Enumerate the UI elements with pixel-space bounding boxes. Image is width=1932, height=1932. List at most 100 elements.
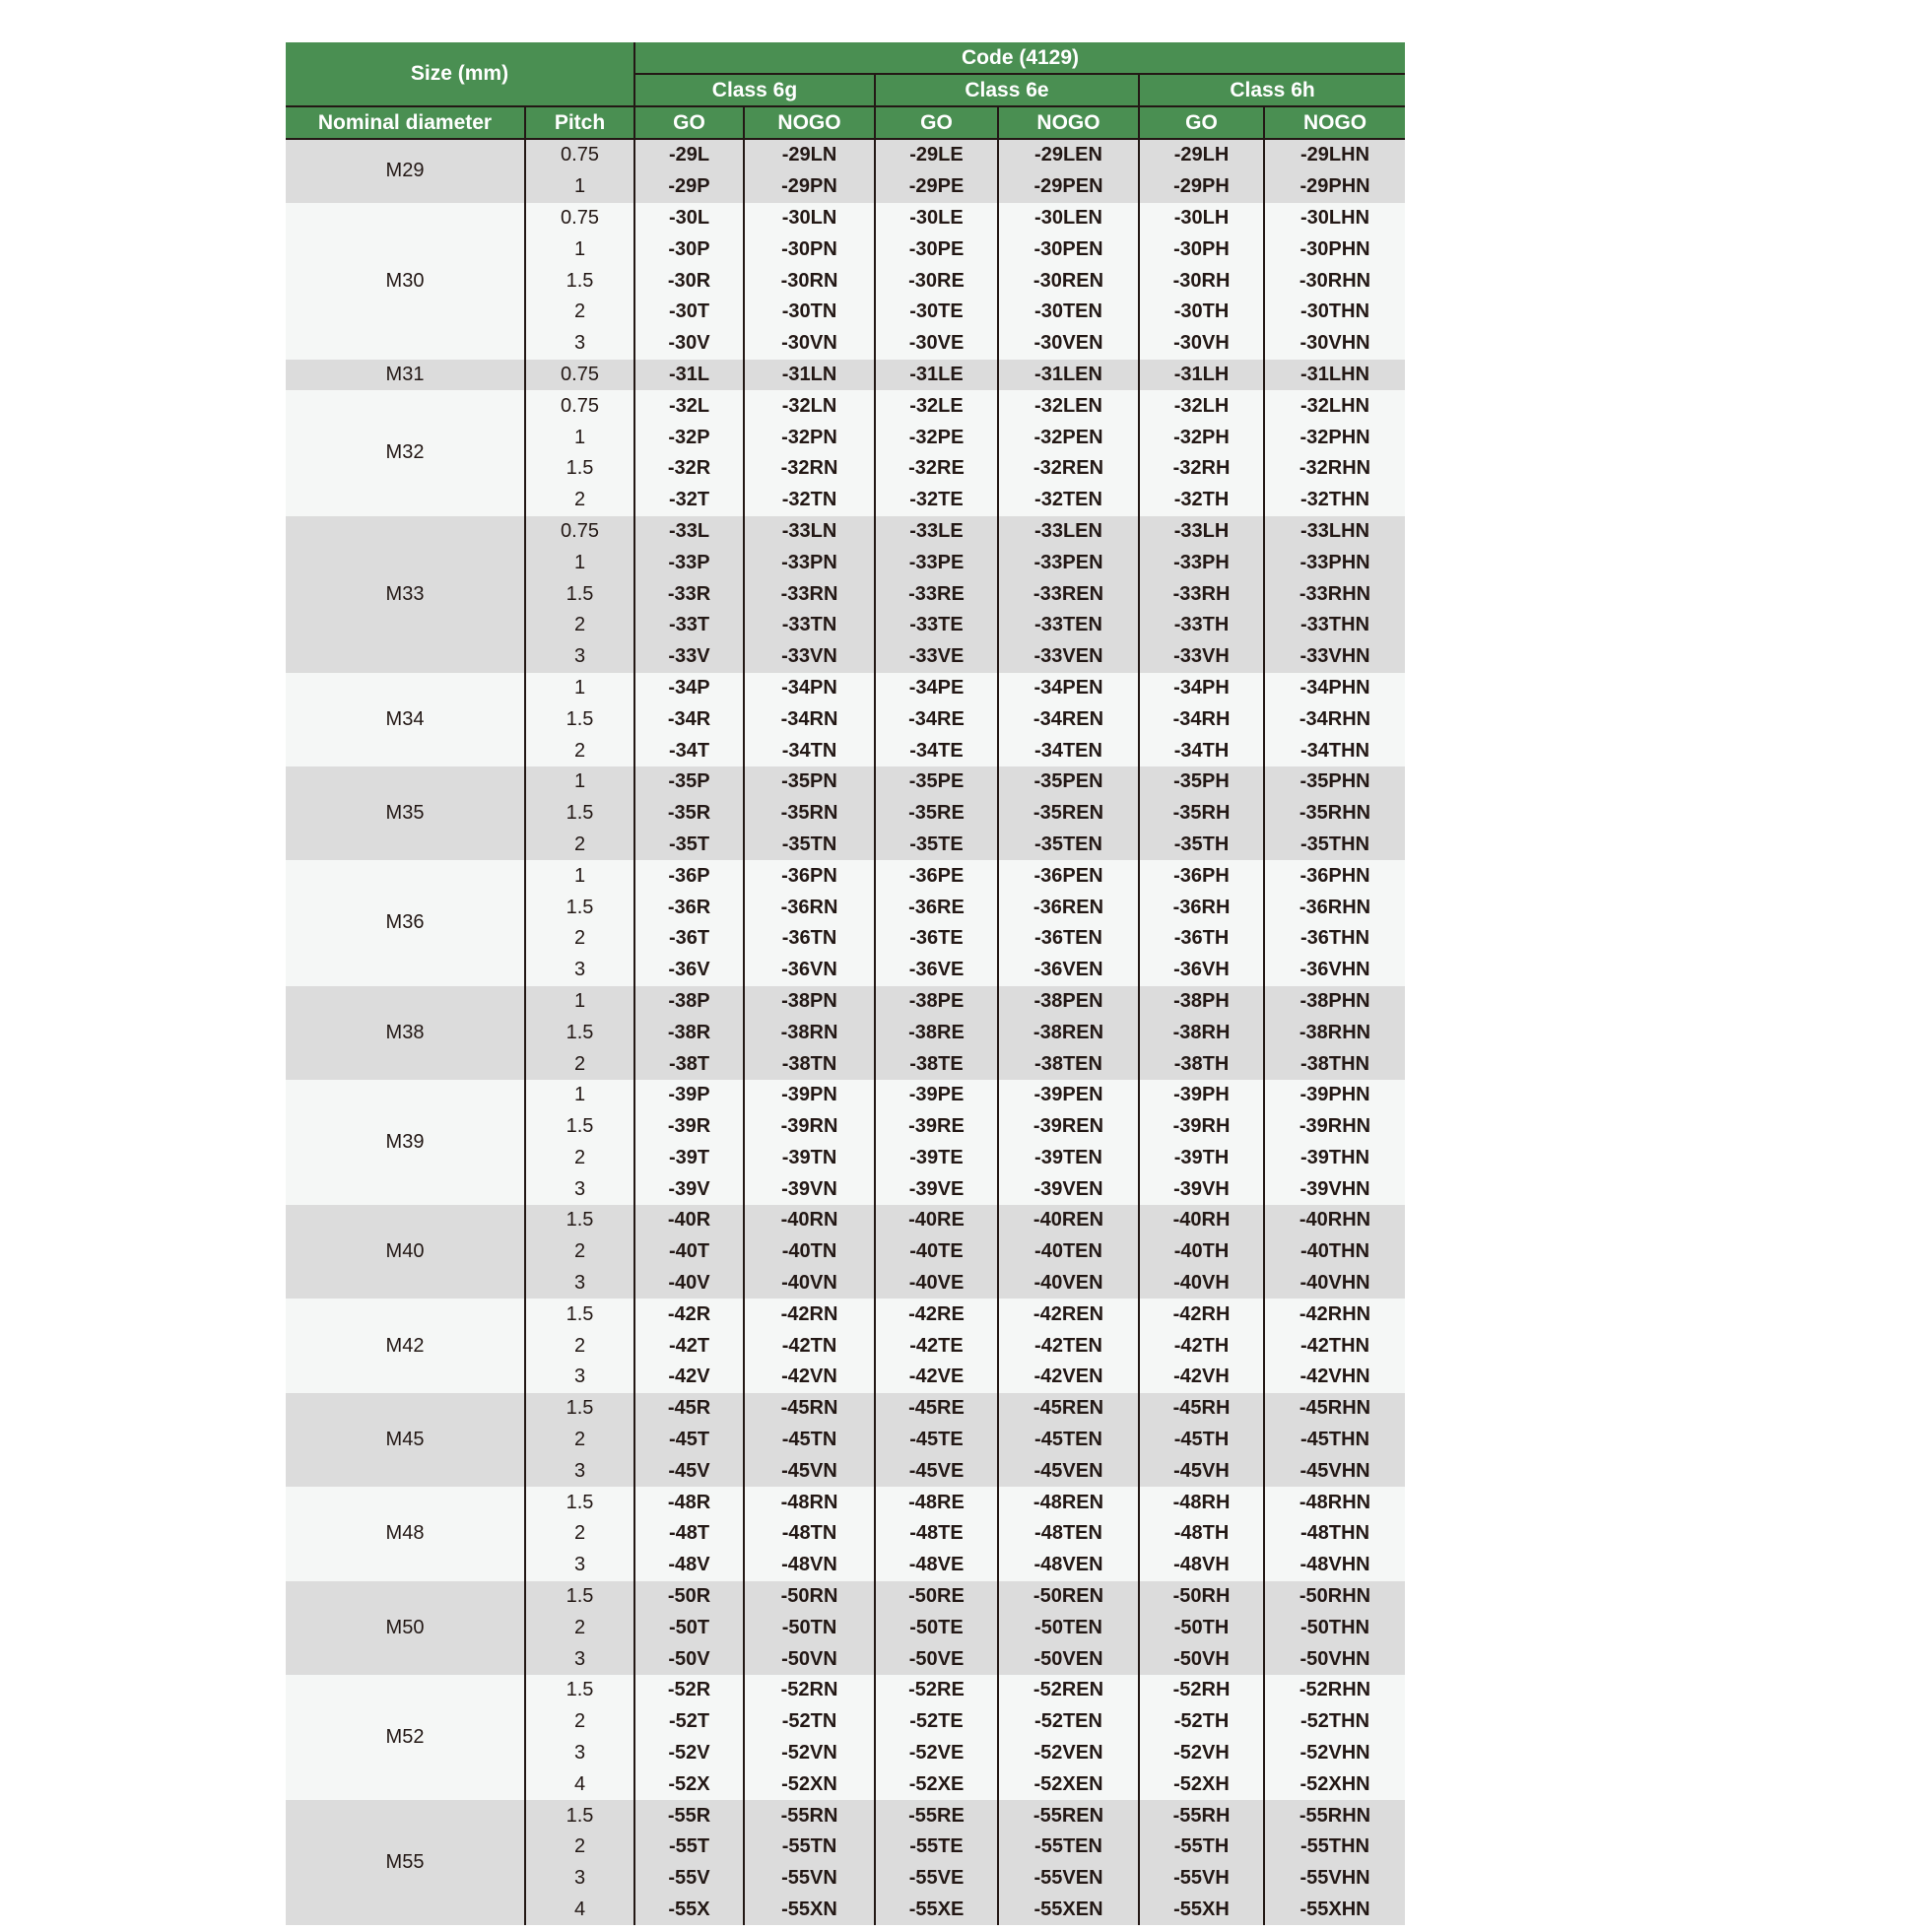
code-cell-6e-go: -35TE [874,829,998,861]
code-cell-6g-go: -29P [633,170,744,203]
pitch-cell: 2 [524,1518,634,1550]
table-row: 1 -29P -29PN -29PE -29PEN -29PH -29PHN [286,170,1406,203]
code-cell-6g-nogo: -39RN [743,1110,875,1143]
code-cell-6g-go: -45T [633,1424,744,1456]
code-cell-6e-go: -52TE [874,1705,998,1738]
code-cell-6h-nogo: -33VHN [1262,640,1406,673]
code-cell-6e-go: -52RE [874,1675,998,1706]
code-cell-6e-go: -34TE [874,735,998,766]
table-row: 3 -45V -45VN -45VE -45VEN -45VH -45VHN [286,1455,1406,1488]
code-cell-6g-go: -30R [633,265,744,297]
code-cell-6e-nogo: -48TEN [997,1518,1139,1550]
pitch-cell: 2 [524,1612,634,1644]
code-cell-6h-nogo: -34THN [1262,735,1406,766]
code-cell-6e-go: -55VE [874,1862,998,1895]
code-header: Code (4129) [633,42,1406,75]
code-cell-6h-go: -36RH [1138,892,1264,923]
table-row: 3 -48V -48VN -48VE -48VEN -48VH -48VHN [286,1549,1406,1581]
code-cell-6g-nogo: -45RN [743,1392,875,1425]
code-cell-6g-go: -33T [633,609,744,641]
code-cell-6e-go: -29PE [874,170,998,203]
code-cell-6g-nogo: -34TN [743,735,875,766]
code-cell-6e-go: -30VE [874,327,998,360]
code-cell-6h-nogo: -42VHN [1262,1362,1406,1393]
pitch-cell: 1.5 [524,1110,634,1143]
code-cell-6h-go: -33RH [1138,578,1264,610]
code-cell-6h-nogo: -45VHN [1262,1455,1406,1488]
table-row: 3 -42V -42VN -42VE -42VEN -42VH -42VHN [286,1362,1406,1393]
code-cell-6e-go: -34RE [874,703,998,736]
code-cell-6g-go: -35P [633,766,744,798]
pitch-cell: 3 [524,954,634,986]
code-cell-6g-go: -34R [633,703,744,736]
code-cell-6h-go: -50RH [1138,1580,1264,1613]
code-cell-6h-go: -30RH [1138,265,1264,297]
nominal-diameter-cell: M34 [286,672,525,766]
code-cell-6h-nogo: -33THN [1262,609,1406,641]
nominal-diameter-cell: M33 [286,515,525,673]
code-cell-6g-go: -30T [633,296,744,328]
code-cell-6e-go: -33LE [874,515,998,548]
code-cell-6g-nogo: -42RN [743,1299,875,1331]
code-cell-6g-nogo: -39TN [743,1142,875,1174]
code-cell-6e-nogo: -55REN [997,1800,1139,1832]
code-cell-6h-nogo: -32PHN [1262,422,1406,453]
code-cell-6e-go: -40VE [874,1267,998,1299]
pitch-cell: 1 [524,860,634,893]
code-cell-6h-go: -38PH [1138,985,1264,1018]
code-cell-6h-go: -32LH [1138,390,1264,423]
code-cell-6e-nogo: -32REN [997,452,1139,485]
code-cell-6h-go: -39VH [1138,1173,1264,1206]
pitch-cell: 3 [524,1362,634,1393]
code-cell-6g-nogo: -50VN [743,1643,875,1676]
code-cell-6h-nogo: -55THN [1262,1832,1406,1863]
table-row: 2 -38T -38TN -38TE -38TEN -38TH -38THN [286,1048,1406,1080]
code-cell-6h-nogo: -30PHN [1262,233,1406,266]
pitch-cell: 2 [524,1048,634,1080]
table-row: 3 -36V -36VN -36VE -36VEN -36VH -36VHN [286,954,1406,986]
code-cell-6h-go: -50VH [1138,1643,1264,1676]
nominal-diameter-header: Nominal diameter [286,106,525,140]
code-cell-6h-go: -35TH [1138,829,1264,861]
go-header: GO [633,106,744,140]
code-cell-6h-nogo: -38PHN [1262,985,1406,1018]
code-cell-6h-go: -52XH [1138,1768,1264,1801]
code-cell-6g-go: -38T [633,1048,744,1080]
code-cell-6g-nogo: -55XN [743,1894,875,1926]
code-cell-6e-go: -39VE [874,1173,998,1206]
table-row: 3 -55V -55VN -55VE -55VEN -55VH -55VHN [286,1862,1406,1895]
code-cell-6g-nogo: -42TN [743,1330,875,1363]
pitch-cell: 2 [524,609,634,641]
code-cell-6g-go: -50V [633,1643,744,1676]
pitch-cell: 1.5 [524,1580,634,1613]
code-cell-6g-nogo: -29LN [743,139,875,171]
code-cell-6g-go: -36T [633,922,744,955]
code-cell-6e-go: -30TE [874,296,998,328]
code-cell-6h-nogo: -48VHN [1262,1549,1406,1581]
code-cell-6e-go: -31LE [874,359,998,391]
code-cell-6g-nogo: -38TN [743,1048,875,1080]
code-cell-6e-nogo: -55VEN [997,1862,1139,1895]
table-row: M55 1.5 -55R -55RN -55RE -55REN -55RH -55RHN [286,1800,1406,1926]
code-cell-6h-go: -40TH [1138,1235,1264,1268]
code-cell-6e-go: -48TE [874,1518,998,1550]
code-cell-6h-go: -55VH [1138,1862,1264,1895]
table-row: 3 -30V -30VN -30VE -30VEN -30VH -30VHN [286,327,1406,360]
code-cell-6e-go: -30LE [874,202,998,234]
code-cell-6g-go: -40V [633,1267,744,1299]
code-cell-6h-nogo: -34PHN [1262,672,1406,704]
pitch-cell: 1.5 [524,265,634,297]
code-cell-6h-nogo: -38RHN [1262,1017,1406,1049]
code-cell-6g-go: -29L [633,139,744,171]
nominal-diameter-cell: M55 [286,1800,525,1926]
code-cell-6h-nogo: -34RHN [1262,703,1406,736]
code-cell-6g-go: -36P [633,860,744,893]
code-cell-6h-nogo: -50RHN [1262,1580,1406,1613]
pitch-cell: 1.5 [524,1205,634,1236]
code-cell-6h-go: -38TH [1138,1048,1264,1080]
code-cell-6g-go: -48T [633,1518,744,1550]
table-row: M48 1.5 -48R -48RN -48RE -48REN -48RH -48RHN [286,1487,1406,1581]
code-cell-6e-go: -50RE [874,1580,998,1613]
pitch-cell: 1.5 [524,1017,634,1049]
code-cell-6e-nogo: -55TEN [997,1832,1139,1863]
